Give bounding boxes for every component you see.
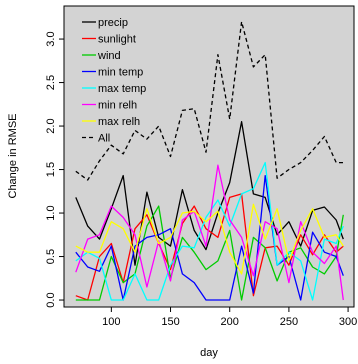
legend-label-wind: wind xyxy=(97,50,121,62)
y-axis-title: Change in RMSE xyxy=(7,114,19,199)
series-line-max-relh xyxy=(75,203,344,275)
x-tick-label: 150 xyxy=(161,316,179,328)
y-tick-label: 1.5 xyxy=(45,162,57,177)
legend-label-min-temp: min temp xyxy=(98,67,143,79)
y-tick-label: 0.5 xyxy=(45,249,57,264)
y-tick-label: 2.5 xyxy=(45,75,57,90)
x-tick-label: 250 xyxy=(280,316,298,328)
plot-frame xyxy=(63,5,355,308)
series-lines xyxy=(75,21,344,301)
y-tick-label: 2.0 xyxy=(45,118,57,133)
y-tick-label: 3.0 xyxy=(45,31,57,46)
legend-label-max-temp: max temp xyxy=(98,83,146,95)
x-tick-label: 100 xyxy=(102,316,120,328)
series-line-precip xyxy=(75,121,344,266)
y-tick-label: 1.0 xyxy=(45,205,57,220)
legend: precip sunlight wind min temp max temp min re… xyxy=(82,17,146,145)
series-line-all xyxy=(75,21,344,181)
x-axis-title: day xyxy=(200,347,218,359)
series-line-wind xyxy=(75,205,344,301)
x-tick-label: 300 xyxy=(339,316,357,328)
legend-label-max-relh: max relh xyxy=(98,116,140,128)
legend-label-precip: precip xyxy=(98,17,128,29)
y-axis: 0.0 0.5 1.0 1.5 2.0 2.5 3.0 xyxy=(45,31,64,308)
series-line-sunlight xyxy=(75,193,344,301)
series-line-min-temp xyxy=(75,174,344,301)
legend-label-min-relh: min relh xyxy=(98,100,137,112)
legend-label-sunlight: sunlight xyxy=(98,34,136,46)
x-tick-label: 200 xyxy=(221,316,239,328)
y-tick-label: 0.0 xyxy=(45,292,57,307)
legend-label-all: All xyxy=(98,133,110,145)
x-axis: 100 150 200 250 300 xyxy=(102,307,357,328)
